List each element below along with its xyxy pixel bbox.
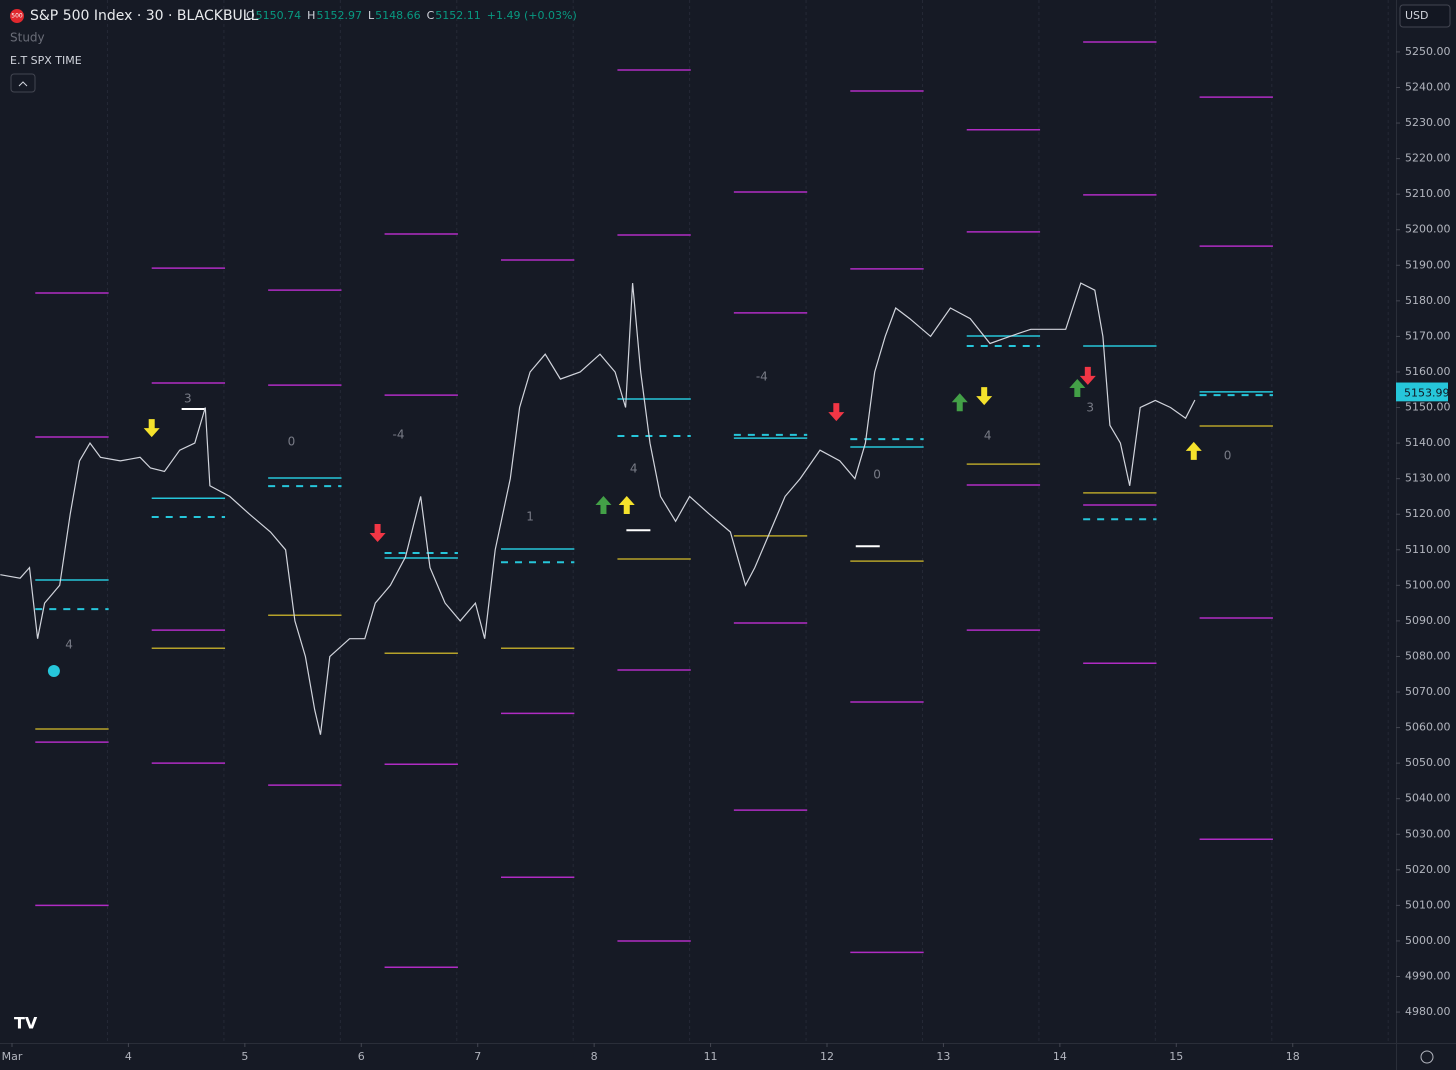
ohlc-label: H [307, 9, 315, 22]
x-tick-label: 4 [125, 1050, 132, 1063]
x-tick-label: 18 [1286, 1050, 1300, 1063]
x-tick-label: 8 [591, 1050, 598, 1063]
y-tick-label: 5220.00 [1405, 152, 1451, 165]
price-label-box [1396, 385, 1448, 402]
x-tick-label: 5 [241, 1050, 248, 1063]
y-tick-label: 5140.00 [1405, 436, 1451, 449]
x-tick-label: Mar [2, 1050, 23, 1063]
signal-arrow [976, 387, 993, 406]
annotation: -4 [756, 369, 768, 383]
ohlc-change: +1.49 (+0.03%) [487, 9, 577, 22]
annotation: 3 [1086, 400, 1094, 414]
ohlc: O 5150.74 H 5152.97 L 5148.66 C 5152.11 +1.49 (+… [246, 9, 577, 22]
annotation: 4 [984, 428, 992, 442]
y-tick-label: 5010.00 [1405, 898, 1451, 911]
y-tick-label: 5170.00 [1405, 329, 1451, 342]
y-tick-label: 5180.00 [1405, 294, 1451, 307]
x-tick-label: 12 [820, 1050, 834, 1063]
chart-title: S&P 500 Index · 30 · BLACKBULL [30, 8, 259, 24]
ohlc-value: 5152.97 [316, 9, 362, 22]
signal-arrow [828, 403, 845, 422]
y-tick-label: 5250.00 [1405, 45, 1451, 58]
y-tick-label: 5020.00 [1405, 863, 1451, 876]
ohlc-value: 5150.74 [256, 9, 302, 22]
x-tick-label: 6 [358, 1050, 365, 1063]
x-tick-label: 15 [1169, 1050, 1183, 1063]
annotation: 4 [630, 462, 638, 476]
y-tick-label: 5200.00 [1405, 223, 1451, 236]
ohlc-value: 5148.66 [375, 9, 421, 22]
plot: 4 3 0 -4 1 4 -4 0 4 3 0 [0, 0, 1389, 1043]
settings-button[interactable] [1420, 1050, 1434, 1064]
x-tick-label: 14 [1053, 1050, 1067, 1063]
ohlc-label: L [368, 9, 375, 22]
y-tick-label: 5190.00 [1405, 258, 1451, 271]
signal-arrow [369, 524, 386, 543]
currency-button[interactable] [1399, 4, 1451, 28]
price-line [0, 282, 1196, 735]
y-tick-label: 5090.00 [1405, 614, 1451, 627]
indicator-label: E.T SPX TIME [10, 54, 82, 67]
y-tick-label: 4980.00 [1405, 1005, 1451, 1018]
y-tick-label: 4990.00 [1405, 970, 1451, 983]
x-tick-label: 13 [936, 1050, 950, 1063]
y-tick-label: 5100.00 [1405, 578, 1451, 591]
price-label: 5153.99 [1404, 386, 1450, 399]
y-tick-label: 5210.00 [1405, 187, 1451, 200]
signal-arrow [595, 495, 612, 514]
annotation: 3 [184, 391, 192, 405]
y-tick-label: 5050.00 [1405, 756, 1451, 769]
y-tick-label: 5160.00 [1405, 365, 1451, 378]
study-label: Study [10, 31, 45, 45]
ohlc-label: C [427, 9, 435, 22]
annotation: 1 [526, 510, 534, 524]
annotation: 0 [288, 435, 296, 449]
y-tick-label: 5080.00 [1405, 649, 1451, 662]
annotation: 0 [873, 468, 881, 482]
y-tick-label: 5120.00 [1405, 507, 1451, 520]
logo: TV [14, 1014, 38, 1033]
x-tick-label: 7 [474, 1050, 481, 1063]
signal-arrow [951, 393, 968, 412]
signal-arrow [1185, 441, 1202, 460]
y-tick-label: 5150.00 [1405, 401, 1451, 414]
annotation: 4 [65, 638, 73, 652]
y-tick-label: 5030.00 [1405, 827, 1451, 840]
y-tick-label: 5230.00 [1405, 116, 1451, 129]
signal-arrow [143, 419, 160, 438]
ohlc-value: 5152.11 [435, 9, 481, 22]
x-tick-label: 11 [704, 1050, 718, 1063]
y-tick-label: 5060.00 [1405, 721, 1451, 734]
annotation: -4 [393, 427, 405, 441]
annotation: 0 [1224, 448, 1232, 462]
signal-dot [47, 665, 60, 678]
y-tick-label: 5110.00 [1405, 543, 1451, 556]
y-tick-label: 5040.00 [1405, 792, 1451, 805]
y-tick-label: 5000.00 [1405, 934, 1451, 947]
signal-arrow [1079, 366, 1096, 385]
collapse-icon [18, 81, 28, 87]
badge-text: 500 [11, 13, 23, 20]
currency-label: USD [1405, 9, 1429, 22]
y-tick-label: 5070.00 [1405, 685, 1451, 698]
collapse-button[interactable] [10, 73, 36, 93]
signal-arrow [618, 495, 635, 514]
symbol-badge [10, 9, 24, 23]
ohlc-label: O [246, 9, 255, 22]
y-tick-label: 5130.00 [1405, 472, 1451, 485]
y-tick-label: 5240.00 [1405, 80, 1451, 93]
signal-arrow [1069, 378, 1086, 397]
